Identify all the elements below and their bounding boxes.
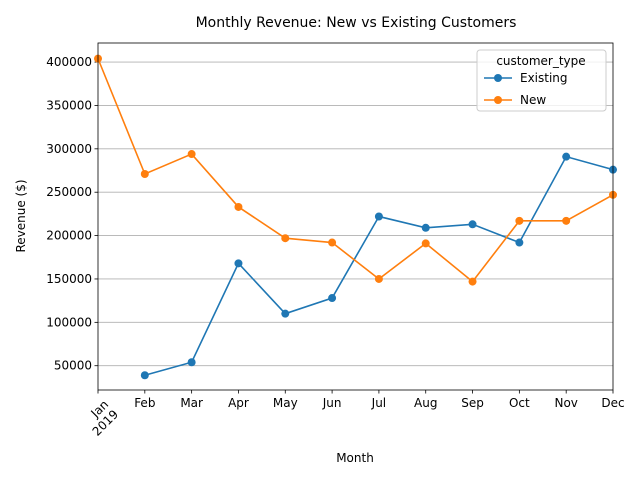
x-tick-label: Jan2019 bbox=[80, 397, 121, 438]
x-tick-label: Dec bbox=[601, 396, 624, 410]
data-point-existing bbox=[374, 212, 383, 221]
legend-label-new: New bbox=[520, 93, 546, 107]
y-tick-label: 300000 bbox=[46, 142, 92, 156]
legend: customer_type Existing New bbox=[476, 49, 607, 112]
x-tick-label: Jul bbox=[371, 396, 386, 410]
data-point-existing bbox=[328, 294, 337, 303]
x-tick-label: Sep bbox=[461, 396, 484, 410]
y-tick-label: 350000 bbox=[46, 98, 92, 112]
data-point-existing bbox=[234, 259, 243, 268]
y-axis-label: Revenue ($) bbox=[14, 179, 28, 252]
data-point-new bbox=[187, 150, 196, 159]
y-tick-label: 200000 bbox=[46, 229, 92, 243]
series-line-existing bbox=[144, 155, 614, 377]
y-tick-label: 100000 bbox=[46, 315, 92, 329]
legend-marker-existing bbox=[494, 74, 502, 82]
x-tick-label: Mar bbox=[180, 396, 203, 410]
data-point-existing bbox=[281, 309, 290, 318]
x-tick-label: May bbox=[273, 396, 298, 410]
x-tick-label: Aug bbox=[414, 396, 437, 410]
data-point-new bbox=[281, 234, 290, 243]
x-tick-label: Jun bbox=[322, 396, 342, 410]
data-point-existing bbox=[140, 371, 149, 380]
data-point-existing bbox=[468, 220, 477, 229]
data-point-existing bbox=[562, 152, 571, 161]
data-point-existing bbox=[187, 358, 196, 367]
x-axis-ticks: Jan2019 Feb Mar Apr May Jun Jul Aug Sep Oct Nov Dec bbox=[80, 390, 625, 439]
series-lines bbox=[94, 54, 617, 380]
legend-title: customer_type bbox=[496, 54, 585, 68]
chart-title: Monthly Revenue: New vs Existing Custome… bbox=[196, 15, 517, 31]
legend-marker-new bbox=[494, 96, 502, 104]
data-point-new bbox=[515, 216, 524, 225]
data-point-new bbox=[234, 202, 243, 211]
data-point-new bbox=[562, 216, 571, 225]
data-point-new bbox=[468, 277, 477, 286]
y-axis-ticks: 50000 100000 150000 200000 250000 300000 35000… bbox=[46, 55, 98, 373]
x-axis-label: Month bbox=[336, 451, 374, 465]
series-line-new bbox=[97, 58, 614, 283]
y-tick-label: 400000 bbox=[46, 55, 92, 69]
y-tick-label: 150000 bbox=[46, 272, 92, 286]
data-point-new bbox=[140, 169, 149, 178]
plot-frame bbox=[97, 42, 614, 391]
data-point-existing bbox=[421, 223, 430, 232]
data-point-existing bbox=[515, 238, 524, 247]
x-tick-label: Feb bbox=[134, 396, 155, 410]
legend-box bbox=[476, 49, 607, 112]
data-point-new bbox=[328, 238, 337, 247]
y-tick-label: 250000 bbox=[46, 185, 92, 199]
legend-label-existing: Existing bbox=[520, 71, 568, 85]
data-point-new bbox=[374, 274, 383, 283]
data-point-new bbox=[421, 239, 430, 248]
y-tick-label: 50000 bbox=[54, 359, 92, 373]
x-tick-label: Nov bbox=[554, 396, 577, 410]
x-tick-label: Apr bbox=[228, 396, 249, 410]
gridlines bbox=[98, 61, 613, 367]
x-tick-label: Oct bbox=[509, 396, 530, 410]
